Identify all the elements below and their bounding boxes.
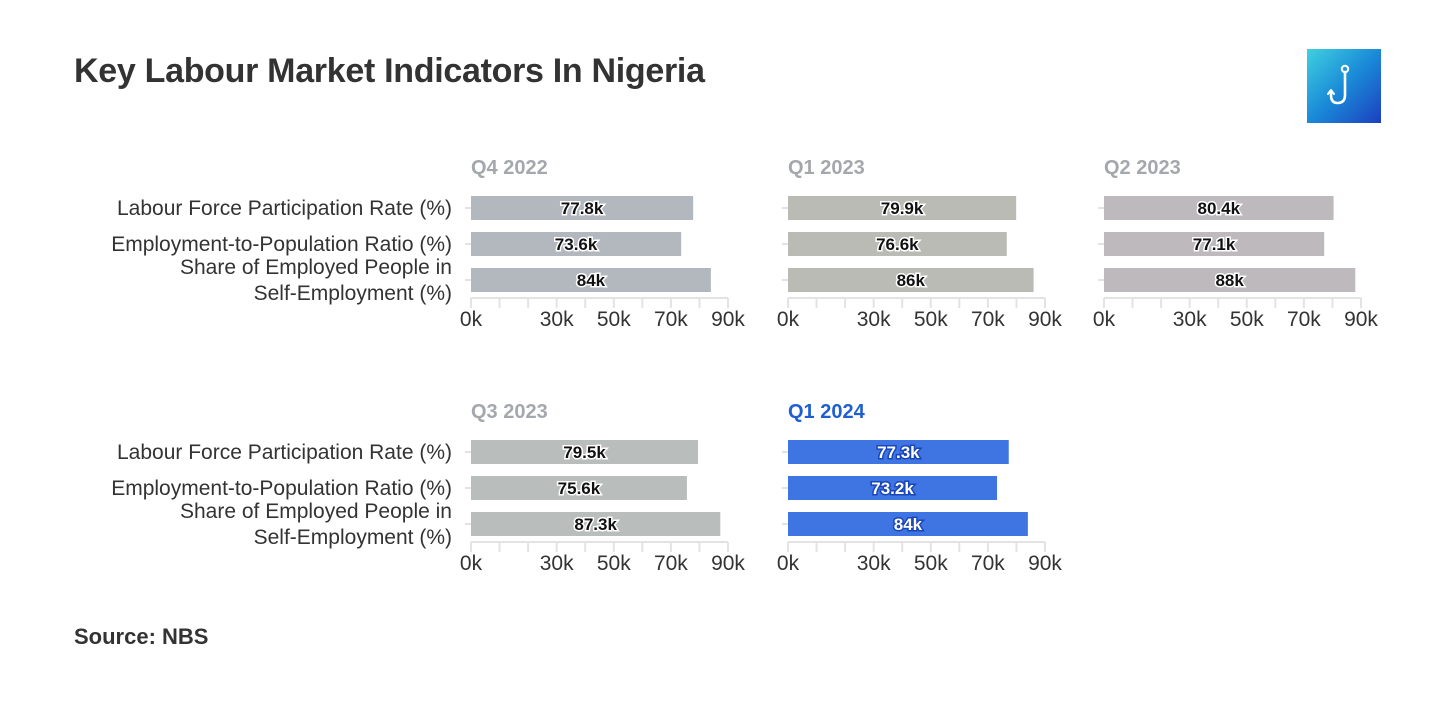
data-label: 84k [577,271,606,290]
x-tick-label: 90k [1028,552,1062,575]
x-tick-label: 0k [460,552,483,575]
bar [788,512,1028,536]
data-label: 73.2k [871,479,914,498]
data-label: 79.5k [563,443,606,462]
panel-title: Q1 2024 [788,401,866,423]
bar [471,440,699,464]
x-tick-label: 30k [540,308,574,331]
x-tick-label: 90k [711,552,745,575]
bar [788,440,1009,464]
x-tick-label: 30k [1173,308,1207,331]
x-tick-label: 70k [971,552,1005,575]
x-tick-label: 50k [1230,308,1264,331]
x-tick-label: 50k [914,308,948,331]
x-tick-label: 0k [777,308,800,331]
x-tick-label: 50k [914,552,948,575]
bar [1104,196,1334,220]
bar [471,512,721,536]
data-label: 77.3k [877,443,920,462]
x-tick-label: 90k [711,308,745,331]
panel-title: Q3 2023 [471,401,548,423]
data-label: 87.3k [574,515,617,534]
bar [1104,268,1356,292]
bar [471,232,682,256]
x-tick-label: 50k [597,308,631,331]
bar [1104,232,1325,256]
category-label: Employment-to-Population Ratio (%) [111,233,452,256]
page-title: Key Labour Market Indicators In Nigeria [74,52,705,90]
x-tick-label: 0k [460,308,483,331]
data-label: 84k [894,515,923,534]
data-label: 75.6k [558,479,601,498]
x-tick-label: 90k [1344,308,1378,331]
hook-logo-glyph [1327,64,1350,105]
x-tick-label: 30k [857,552,891,575]
x-tick-label: 70k [1287,308,1321,331]
panel-title: Q1 2023 [788,157,865,179]
x-tick-label: 0k [1093,308,1116,331]
x-tick-label: 70k [654,552,688,575]
data-label: 76.6k [876,235,919,254]
category-label: Share of Employed People in [180,256,452,279]
bar [788,268,1034,292]
source-note: Source: NBS [74,624,209,649]
bar [471,476,687,500]
hook-logo-icon [1307,49,1381,123]
bar [788,232,1007,256]
data-label: 88k [1215,271,1244,290]
data-label: 77.1k [1193,235,1236,254]
x-tick-label: 90k [1028,308,1062,331]
x-tick-label: 0k [777,552,800,575]
data-label: 77.8k [561,199,604,218]
category-label: Self-Employment (%) [254,282,452,305]
bar [471,196,694,220]
data-label: 79.9k [881,199,924,218]
category-label: Labour Force Participation Rate (%) [117,441,452,464]
bar [788,476,998,500]
data-label: 86k [897,271,926,290]
x-tick-label: 70k [971,308,1005,331]
category-label: Labour Force Participation Rate (%) [117,197,452,220]
x-tick-label: 50k [597,552,631,575]
category-label: Self-Employment (%) [254,526,452,549]
x-tick-label: 30k [540,552,574,575]
category-label: Employment-to-Population Ratio (%) [111,477,452,500]
bar [788,196,1017,220]
panel-title: Q4 2022 [471,157,548,179]
panel-title: Q2 2023 [1104,157,1181,179]
data-label: 80.4k [1198,199,1241,218]
x-tick-label: 70k [654,308,688,331]
data-label: 73.6k [555,235,598,254]
category-label: Share of Employed People in [180,500,452,523]
x-tick-label: 30k [857,308,891,331]
bar [471,268,711,292]
